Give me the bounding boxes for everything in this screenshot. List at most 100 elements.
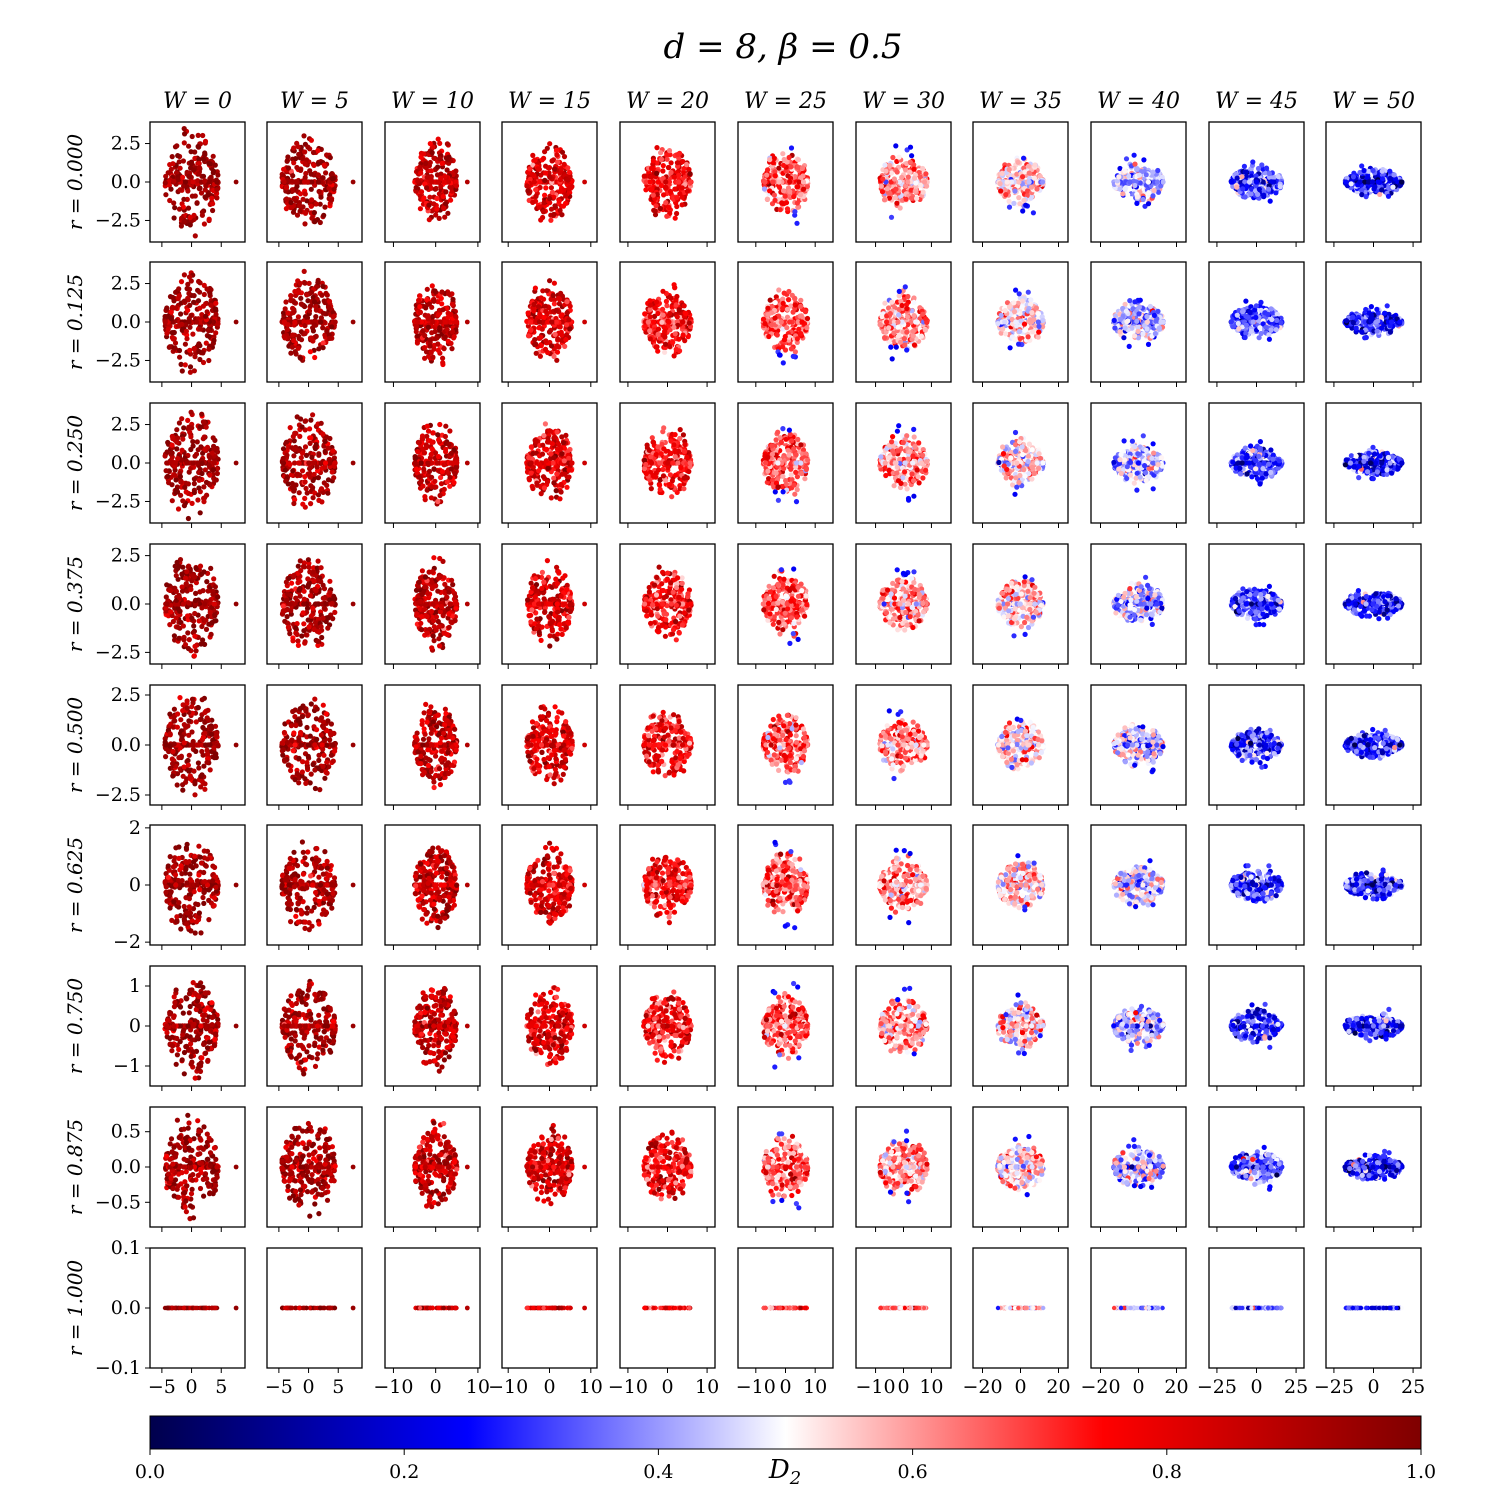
data-point <box>292 319 298 326</box>
data-point <box>175 177 181 183</box>
data-point <box>1387 168 1393 174</box>
data-point <box>899 174 905 180</box>
data-point <box>797 175 804 181</box>
outlier-point <box>1020 208 1026 214</box>
data-point <box>416 297 422 303</box>
data-point <box>294 212 301 218</box>
data-point <box>1020 174 1026 180</box>
data-point <box>292 179 299 185</box>
data-point <box>195 298 202 304</box>
outlier-point <box>1359 163 1365 169</box>
data-point <box>788 346 795 352</box>
data-point <box>536 319 543 325</box>
data-point <box>537 353 544 359</box>
panel-r1-c2 <box>384 261 481 387</box>
data-point <box>207 334 213 340</box>
data-point <box>557 176 563 183</box>
data-point <box>655 310 661 317</box>
data-point <box>181 183 187 189</box>
data-point <box>413 329 419 335</box>
data-point <box>894 158 900 164</box>
data-point <box>1380 176 1386 182</box>
data-point <box>206 216 212 222</box>
data-point <box>671 353 677 359</box>
data-point <box>997 181 1003 187</box>
data-point <box>200 359 207 366</box>
data-point <box>1228 179 1234 185</box>
data-point <box>176 347 183 354</box>
data-point <box>887 162 893 169</box>
data-point <box>1271 175 1277 181</box>
data-point <box>563 193 569 199</box>
data-point <box>169 154 175 160</box>
data-point <box>169 304 176 310</box>
data-point <box>439 289 445 295</box>
outlier-point <box>893 143 899 149</box>
data-point <box>890 154 896 161</box>
data-point <box>676 307 682 313</box>
data-point <box>911 299 917 305</box>
data-point <box>776 287 782 293</box>
data-point <box>905 293 911 300</box>
data-point <box>897 205 903 211</box>
data-point <box>425 316 432 322</box>
data-point <box>213 300 219 306</box>
data-point <box>541 314 547 321</box>
data-point <box>332 319 338 325</box>
data-point <box>417 206 423 212</box>
data-point <box>204 286 210 292</box>
data-point <box>563 337 569 343</box>
data-point <box>453 313 459 319</box>
y-tick-label: −2.5 <box>95 349 141 371</box>
data-point <box>1127 179 1133 185</box>
data-point <box>295 314 301 320</box>
outlier-point <box>1006 204 1013 210</box>
data-point <box>440 193 446 200</box>
data-point <box>772 169 778 175</box>
data-point <box>674 314 680 320</box>
data-point <box>552 203 558 209</box>
data-point <box>679 202 685 208</box>
data-point <box>306 308 313 314</box>
data-point <box>663 341 669 347</box>
data-point <box>895 324 901 330</box>
data-point <box>322 204 328 210</box>
data-point <box>437 140 443 146</box>
data-point <box>426 202 432 208</box>
data-point <box>1242 194 1248 200</box>
data-point <box>889 299 895 305</box>
data-point <box>673 346 679 352</box>
data-point <box>675 322 681 328</box>
data-point <box>306 280 312 286</box>
isolated-point <box>233 319 239 325</box>
data-point <box>774 332 780 338</box>
data-point <box>1239 174 1245 180</box>
data-point <box>542 149 548 155</box>
data-point <box>171 215 177 221</box>
data-point <box>176 159 182 165</box>
data-point <box>304 292 310 298</box>
data-point <box>427 194 433 200</box>
data-point <box>541 155 547 161</box>
data-point <box>305 319 311 325</box>
data-point <box>658 183 665 189</box>
data-point <box>285 154 291 160</box>
data-point <box>1242 169 1248 175</box>
data-point <box>302 330 308 337</box>
data-point <box>905 174 911 180</box>
data-point <box>415 319 421 325</box>
data-point <box>310 149 317 156</box>
data-point <box>780 300 786 306</box>
data-point <box>896 312 902 318</box>
data-point <box>761 186 768 192</box>
data-point <box>440 360 446 366</box>
data-point <box>559 312 565 318</box>
data-point <box>435 347 441 353</box>
data-point <box>200 350 206 356</box>
data-point <box>904 306 910 312</box>
data-point <box>643 187 649 193</box>
data-point <box>187 222 193 228</box>
data-point <box>297 208 303 214</box>
data-point <box>555 159 561 165</box>
panel-r1-c1 <box>266 261 363 387</box>
